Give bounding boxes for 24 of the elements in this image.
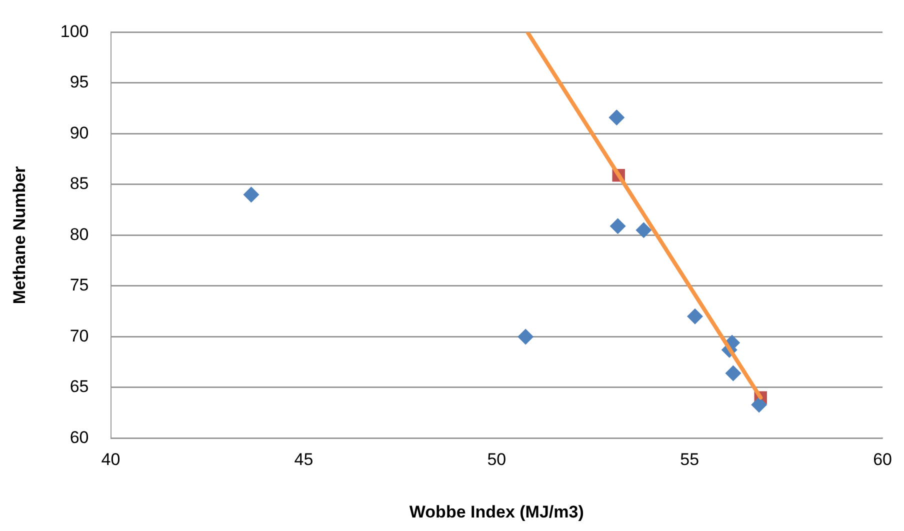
x-tick-label: 40 bbox=[101, 450, 120, 470]
x-axis-title: Wobbe Index (MJ/m3) bbox=[409, 502, 584, 522]
y-tick-label: 85 bbox=[70, 174, 89, 194]
y-axis-title: Methane Number bbox=[10, 166, 29, 304]
x-tick-label: 50 bbox=[487, 450, 506, 470]
point bbox=[608, 109, 625, 126]
point bbox=[687, 308, 704, 324]
y-tick-label: 100 bbox=[60, 22, 89, 41]
y-tick-label: 60 bbox=[70, 428, 89, 447]
x-tick-label: 60 bbox=[873, 450, 892, 470]
point bbox=[518, 328, 534, 345]
y-tick-label: 95 bbox=[70, 72, 89, 92]
point bbox=[243, 186, 260, 203]
x-tick-label: 45 bbox=[294, 450, 314, 470]
point bbox=[636, 222, 652, 238]
point bbox=[725, 365, 742, 382]
y-tick-label: 75 bbox=[70, 276, 89, 295]
y-tick-label: 65 bbox=[70, 377, 89, 396]
y-tick-label: 80 bbox=[70, 224, 89, 244]
y-tick-label: 70 bbox=[70, 326, 89, 346]
x-tick-label: 55 bbox=[680, 450, 700, 470]
point bbox=[751, 396, 768, 413]
y-tick-label: 90 bbox=[70, 123, 89, 142]
point bbox=[610, 218, 626, 234]
